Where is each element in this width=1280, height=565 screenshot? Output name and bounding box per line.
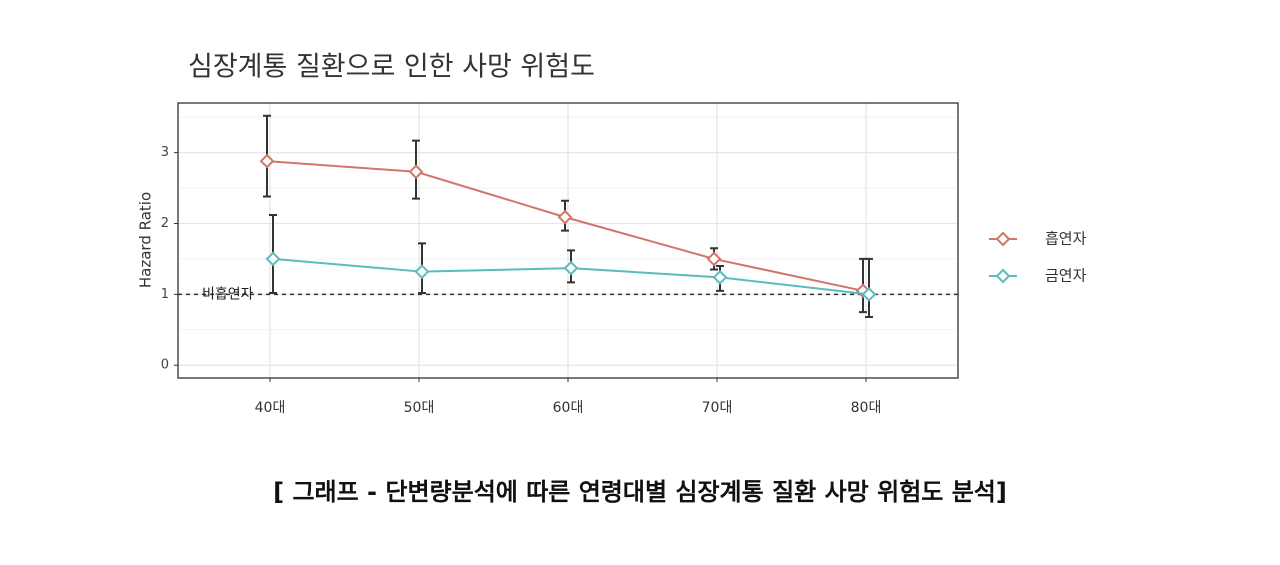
legend-label: 금연자 (1045, 267, 1087, 285)
legend-label: 흡연자 (1045, 230, 1087, 248)
y-tick-label: 3 (161, 145, 169, 160)
legend-marker (995, 268, 1011, 284)
x-tick-label: 70대 (702, 400, 733, 416)
point (408, 164, 424, 180)
point (706, 251, 722, 267)
x-tick-label: 80대 (851, 400, 882, 416)
point (861, 286, 877, 302)
plot-border (177, 102, 959, 379)
legend-marker (995, 231, 1011, 247)
point (712, 269, 728, 285)
point (557, 209, 573, 225)
y-axis-label: Hazard Ratio (137, 192, 155, 288)
point (563, 260, 579, 276)
x-tick-label: 60대 (553, 400, 584, 416)
y-tick-label: 0 (161, 358, 169, 373)
y-tick-label: 2 (161, 216, 169, 231)
point (259, 153, 275, 169)
x-tick-label: 40대 (255, 400, 286, 416)
chart-title: 심장계통 질환으로 인한 사망 위험도 (188, 52, 595, 83)
x-tick-label: 50대 (404, 400, 435, 416)
caption: [ 그래프 - 단변량분석에 따른 연령대별 심장계통 질환 사망 위험도 분석… (273, 478, 1007, 506)
point (265, 251, 281, 267)
reference-label: 비흡연자 (202, 286, 254, 302)
point (414, 264, 430, 280)
y-tick-label: 1 (161, 287, 169, 302)
